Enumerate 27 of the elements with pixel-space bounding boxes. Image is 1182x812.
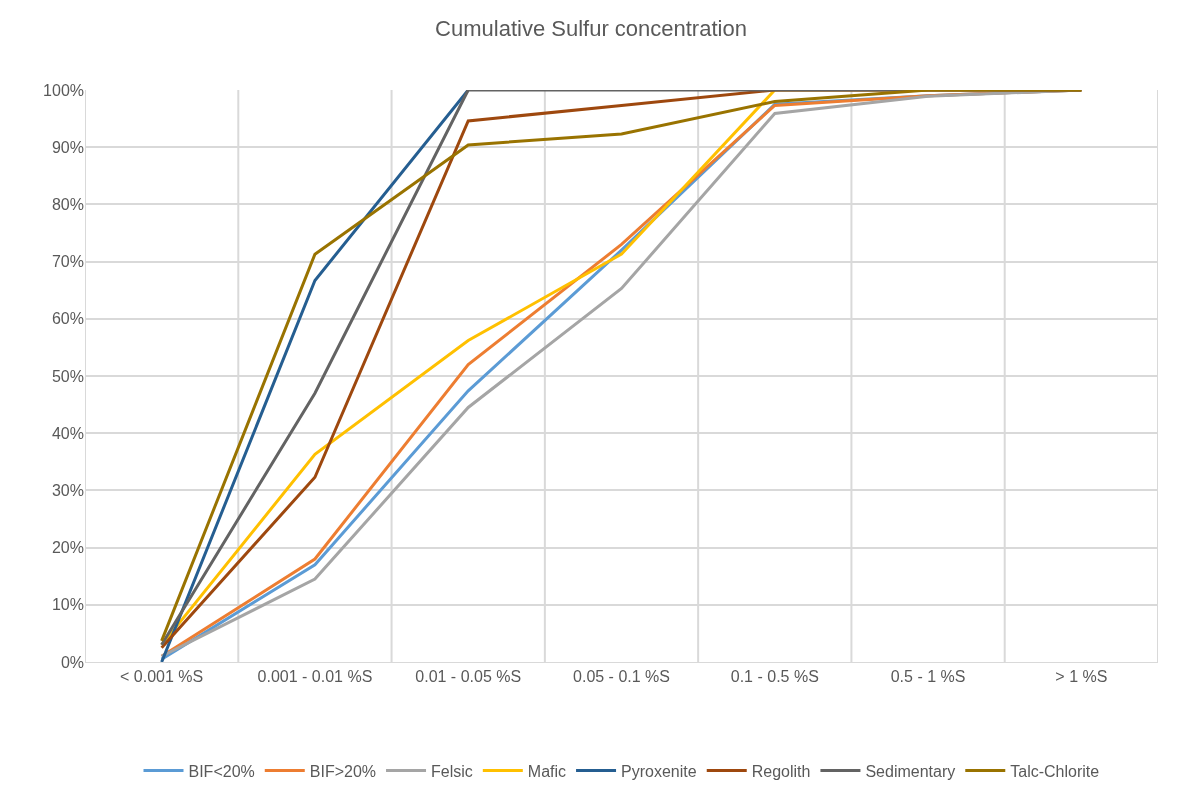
x-tick-label: 0.01 - 0.05 %S bbox=[415, 668, 522, 686]
legend-label: BIF<20% bbox=[188, 762, 255, 780]
legend-label: Pyroxenite bbox=[621, 762, 697, 780]
chart-title: Cumulative Sulfur concentration bbox=[435, 15, 747, 41]
y-tick-label: 80% bbox=[51, 196, 84, 213]
x-tick-label: > 1 %S bbox=[1055, 668, 1108, 686]
y-tick-label: 100% bbox=[43, 81, 84, 99]
legend-label: Regolith bbox=[751, 762, 811, 780]
y-tick-label: 50% bbox=[51, 367, 84, 385]
legend-label: Talc-Chlorite bbox=[1010, 762, 1100, 780]
y-tick-label: 30% bbox=[51, 482, 84, 499]
y-tick-label: 60% bbox=[51, 310, 84, 328]
legend-label: Mafic bbox=[527, 762, 567, 780]
x-tick-label: < 0.001 %S bbox=[120, 668, 204, 686]
y-tick-label: 0% bbox=[60, 653, 84, 671]
legend-label: Sedimentary bbox=[865, 762, 956, 780]
x-tick-label: 0.001 - 0.01 %S bbox=[257, 668, 373, 686]
y-tick-label: 20% bbox=[51, 539, 84, 557]
x-tick-label: 0.1 - 0.5 %S bbox=[730, 668, 819, 686]
y-tick-label: 10% bbox=[51, 596, 84, 614]
y-tick-label: 70% bbox=[51, 253, 84, 271]
legend-label: Felsic bbox=[431, 762, 473, 780]
y-tick-label: 90% bbox=[51, 138, 84, 156]
legend-label: BIF>20% bbox=[309, 762, 377, 780]
x-tick-label: 0.05 - 0.1 %S bbox=[573, 668, 670, 686]
x-tick-label: 0.5 - 1 %S bbox=[890, 668, 966, 686]
y-tick-label: 40% bbox=[51, 424, 84, 442]
